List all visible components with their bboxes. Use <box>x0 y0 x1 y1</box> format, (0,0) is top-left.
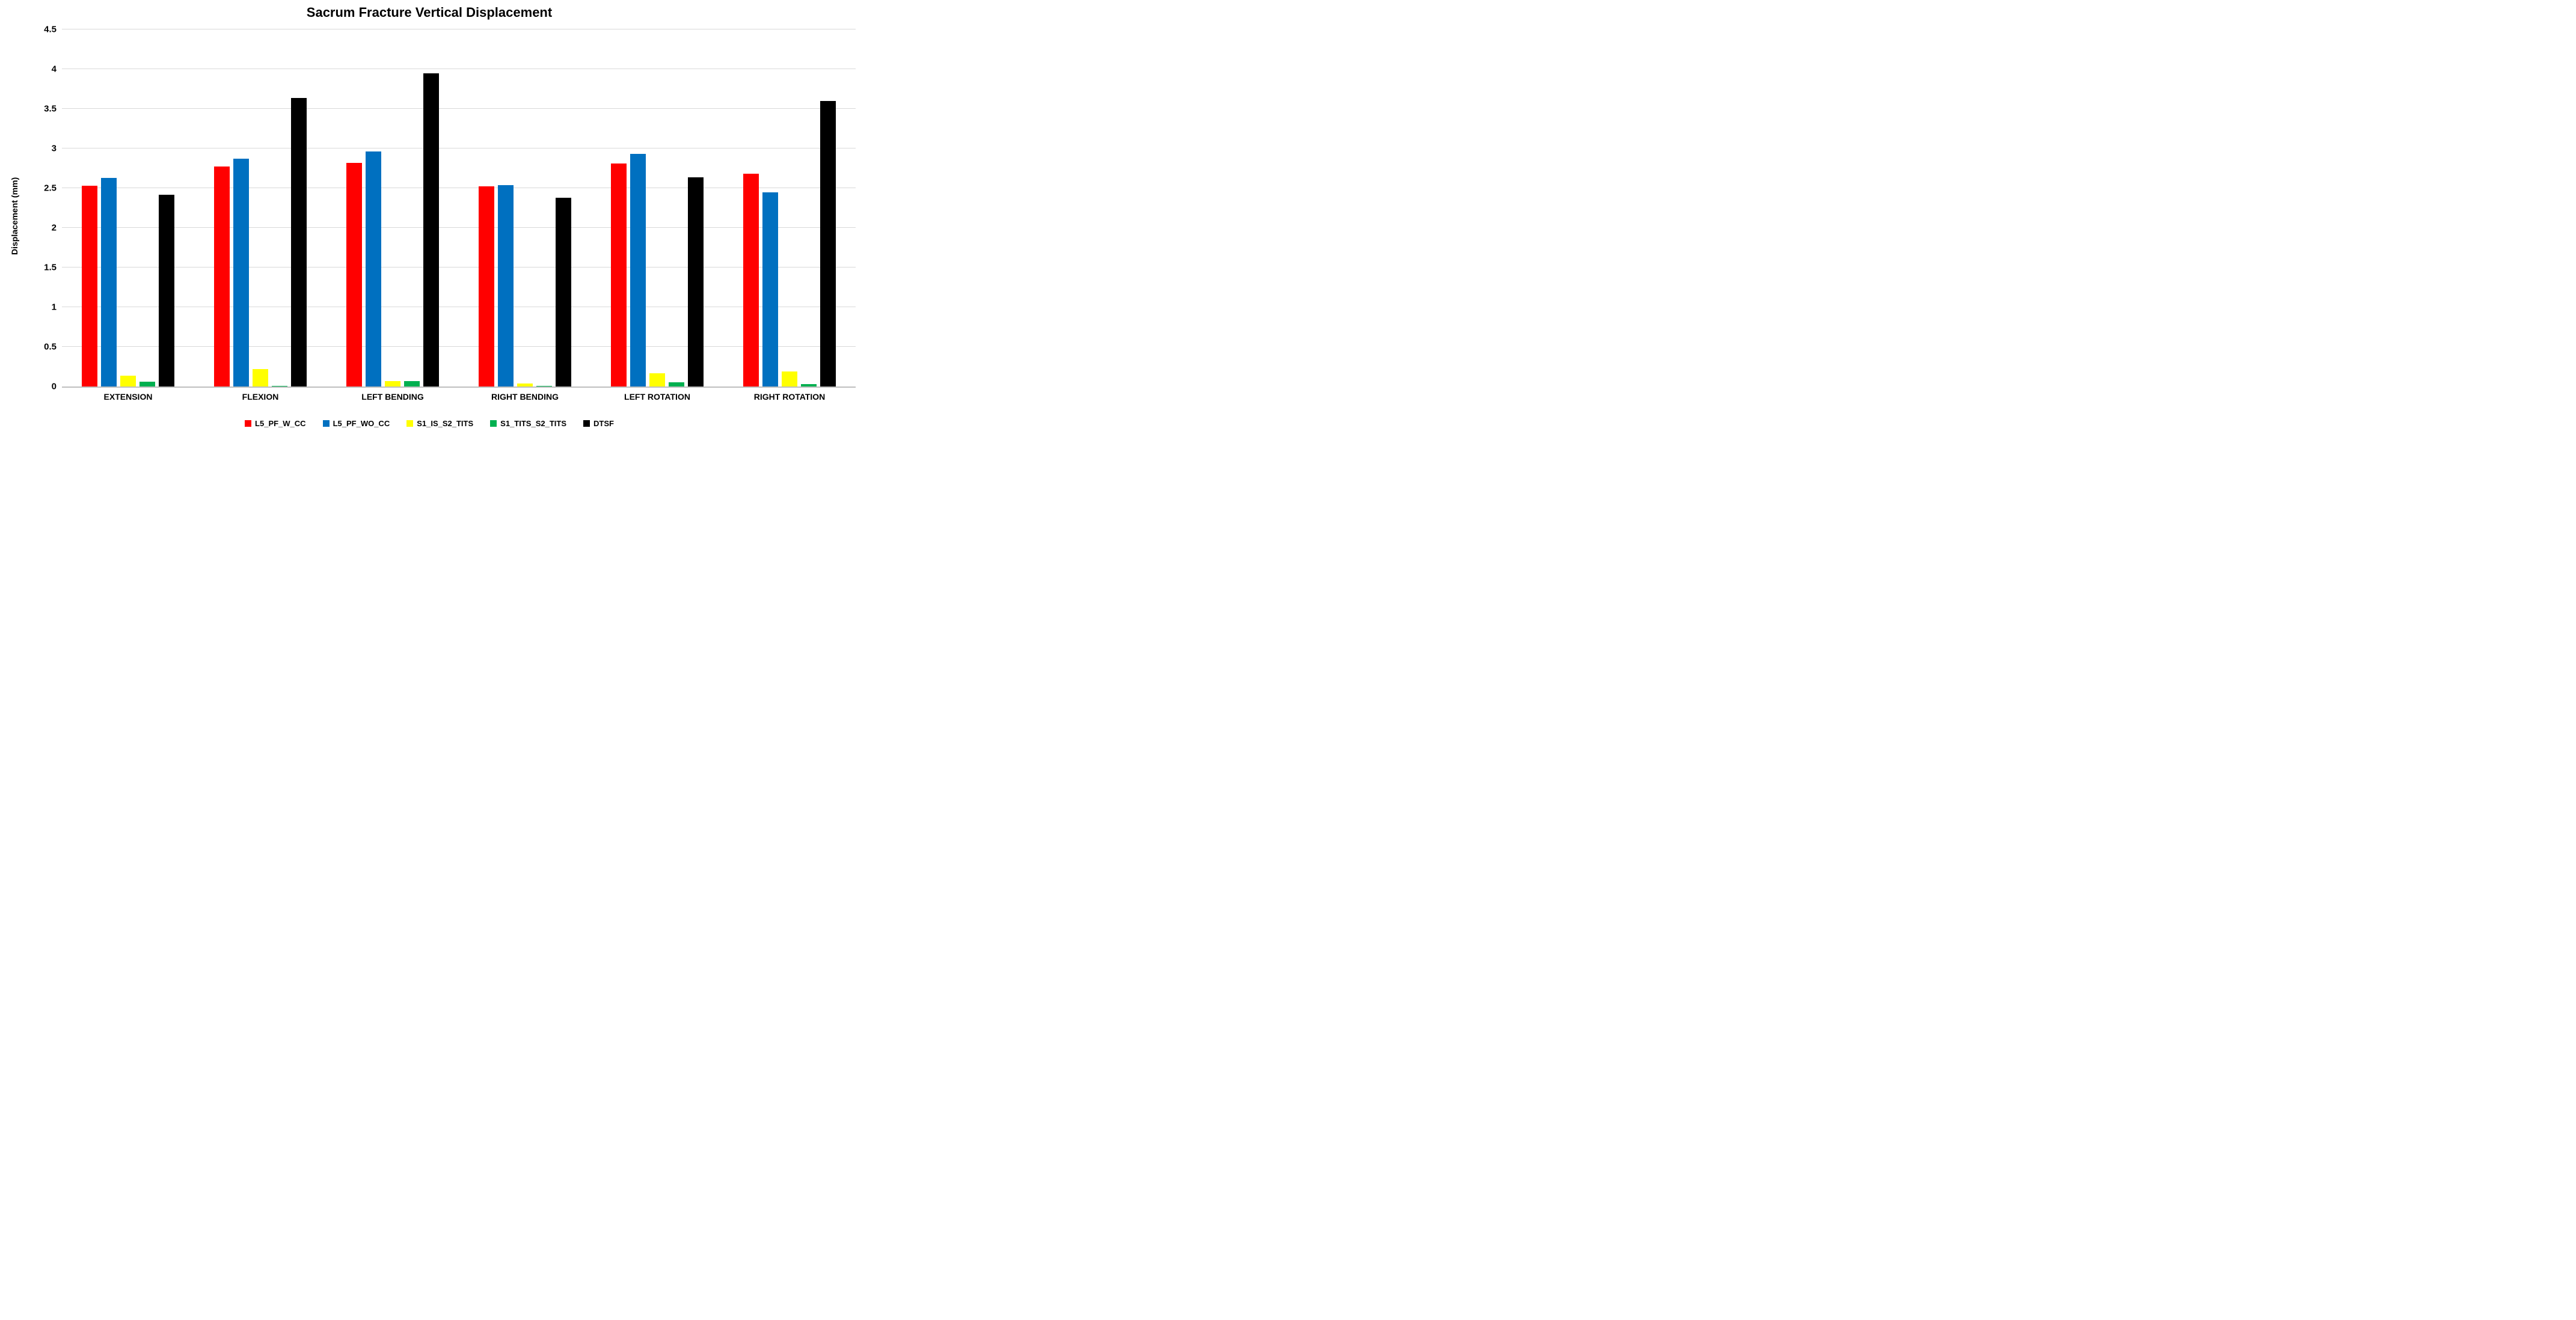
bar-l5_pf_w_cc <box>611 163 627 387</box>
legend-label: L5_PF_W_CC <box>255 419 306 428</box>
bar-group <box>723 29 856 387</box>
bar-groups <box>62 29 856 387</box>
x-category-label: LEFT BENDING <box>361 392 424 402</box>
y-tick-label: 1.5 <box>44 262 57 273</box>
legend-item: L5_PF_W_CC <box>245 419 306 428</box>
legend-item: L5_PF_WO_CC <box>322 419 390 428</box>
bar-l5_pf_wo_cc <box>630 154 646 387</box>
y-tick-label: 4 <box>51 64 57 75</box>
y-axis-ticks: 0 0.5 1 1.5 2 2.5 3 3.5 4 4.5 <box>0 25 57 392</box>
bar-s1_is_s2_tits <box>120 375 136 387</box>
bar-s1_tits_s2_tits <box>140 382 155 387</box>
bar-group <box>591 29 723 387</box>
grid-line <box>62 108 856 109</box>
bar-dtsf <box>556 197 571 387</box>
x-axis-labels: EXTENSION FLEXION LEFT BENDING RIGHT BENDIN… <box>62 392 856 402</box>
y-tick-label: 2 <box>51 222 57 233</box>
y-tick-label: 0 <box>51 381 57 392</box>
bar-l5_pf_wo_cc <box>498 185 514 387</box>
bar-s1_is_s2_tits <box>649 373 665 387</box>
legend-label: L5_PF_WO_CC <box>333 419 390 428</box>
bar-dtsf <box>423 73 439 387</box>
legend-label: S1_TITS_S2_TITS <box>500 419 566 428</box>
y-tick-label: 0.5 <box>44 341 57 352</box>
grid-line <box>62 346 856 347</box>
bar-s1_is_s2_tits <box>782 371 797 387</box>
bar-group <box>62 29 194 387</box>
x-category-label: LEFT ROTATION <box>624 392 690 402</box>
y-tick-label: 3.5 <box>44 103 57 114</box>
bar-s1_is_s2_tits <box>517 383 533 387</box>
legend-swatch-icon <box>245 420 252 427</box>
y-tick-label: 3 <box>51 143 57 154</box>
bar-s1_tits_s2_tits <box>272 385 287 387</box>
legend-swatch-icon <box>490 420 497 427</box>
y-tick-label: 1 <box>51 302 57 313</box>
legend: L5_PF_W_CC L5_PF_WO_CC S1_IS_S2_TITS S1_TIT… <box>0 419 859 428</box>
bar-l5_pf_w_cc <box>346 162 362 387</box>
bar-s1_is_s2_tits <box>253 368 268 387</box>
bar-l5_pf_wo_cc <box>366 151 381 387</box>
y-tick-label: 4.5 <box>44 24 57 35</box>
legend-label: S1_IS_S2_TITS <box>417 419 474 428</box>
bar-group <box>194 29 327 387</box>
x-category-label: RIGHT ROTATION <box>753 392 826 402</box>
bar-group <box>459 29 591 387</box>
bar-l5_pf_w_cc <box>82 186 97 387</box>
bar-dtsf <box>688 177 704 387</box>
bar-chart: Sacrum Fracture Vertical Displacement Di… <box>0 0 859 440</box>
bar-l5_pf_w_cc <box>743 174 759 387</box>
bar-l5_pf_wo_cc <box>233 159 249 387</box>
bar-s1_tits_s2_tits <box>669 382 684 387</box>
bar-l5_pf_w_cc <box>479 186 494 387</box>
legend-swatch-icon <box>406 420 414 427</box>
bar-dtsf <box>159 194 174 387</box>
bar-dtsf <box>820 100 836 387</box>
legend-item: DTSF <box>583 419 614 428</box>
y-tick-label: 2.5 <box>44 183 57 194</box>
chart-title: Sacrum Fracture Vertical Displacement <box>306 5 553 20</box>
bar-l5_pf_wo_cc <box>762 192 778 387</box>
plot-area <box>62 29 856 388</box>
bar-l5_pf_wo_cc <box>101 177 117 387</box>
x-category-label: FLEXION <box>242 392 279 402</box>
bar-s1_tits_s2_tits <box>801 384 817 387</box>
bar-l5_pf_w_cc <box>214 167 230 387</box>
legend-swatch-icon <box>322 420 330 427</box>
legend-item: S1_IS_S2_TITS <box>406 419 473 428</box>
bar-s1_tits_s2_tits <box>536 385 552 387</box>
bar-group <box>327 29 459 387</box>
bar-dtsf <box>291 97 307 387</box>
legend-item: S1_TITS_S2_TITS <box>490 419 566 428</box>
legend-label: DTSF <box>593 419 614 428</box>
legend-swatch-icon <box>583 420 590 427</box>
x-category-label: EXTENSION <box>103 392 153 402</box>
bar-s1_tits_s2_tits <box>404 380 420 387</box>
bar-s1_is_s2_tits <box>385 380 400 387</box>
x-category-label: RIGHT BENDING <box>491 392 559 402</box>
grid-line <box>62 227 856 228</box>
